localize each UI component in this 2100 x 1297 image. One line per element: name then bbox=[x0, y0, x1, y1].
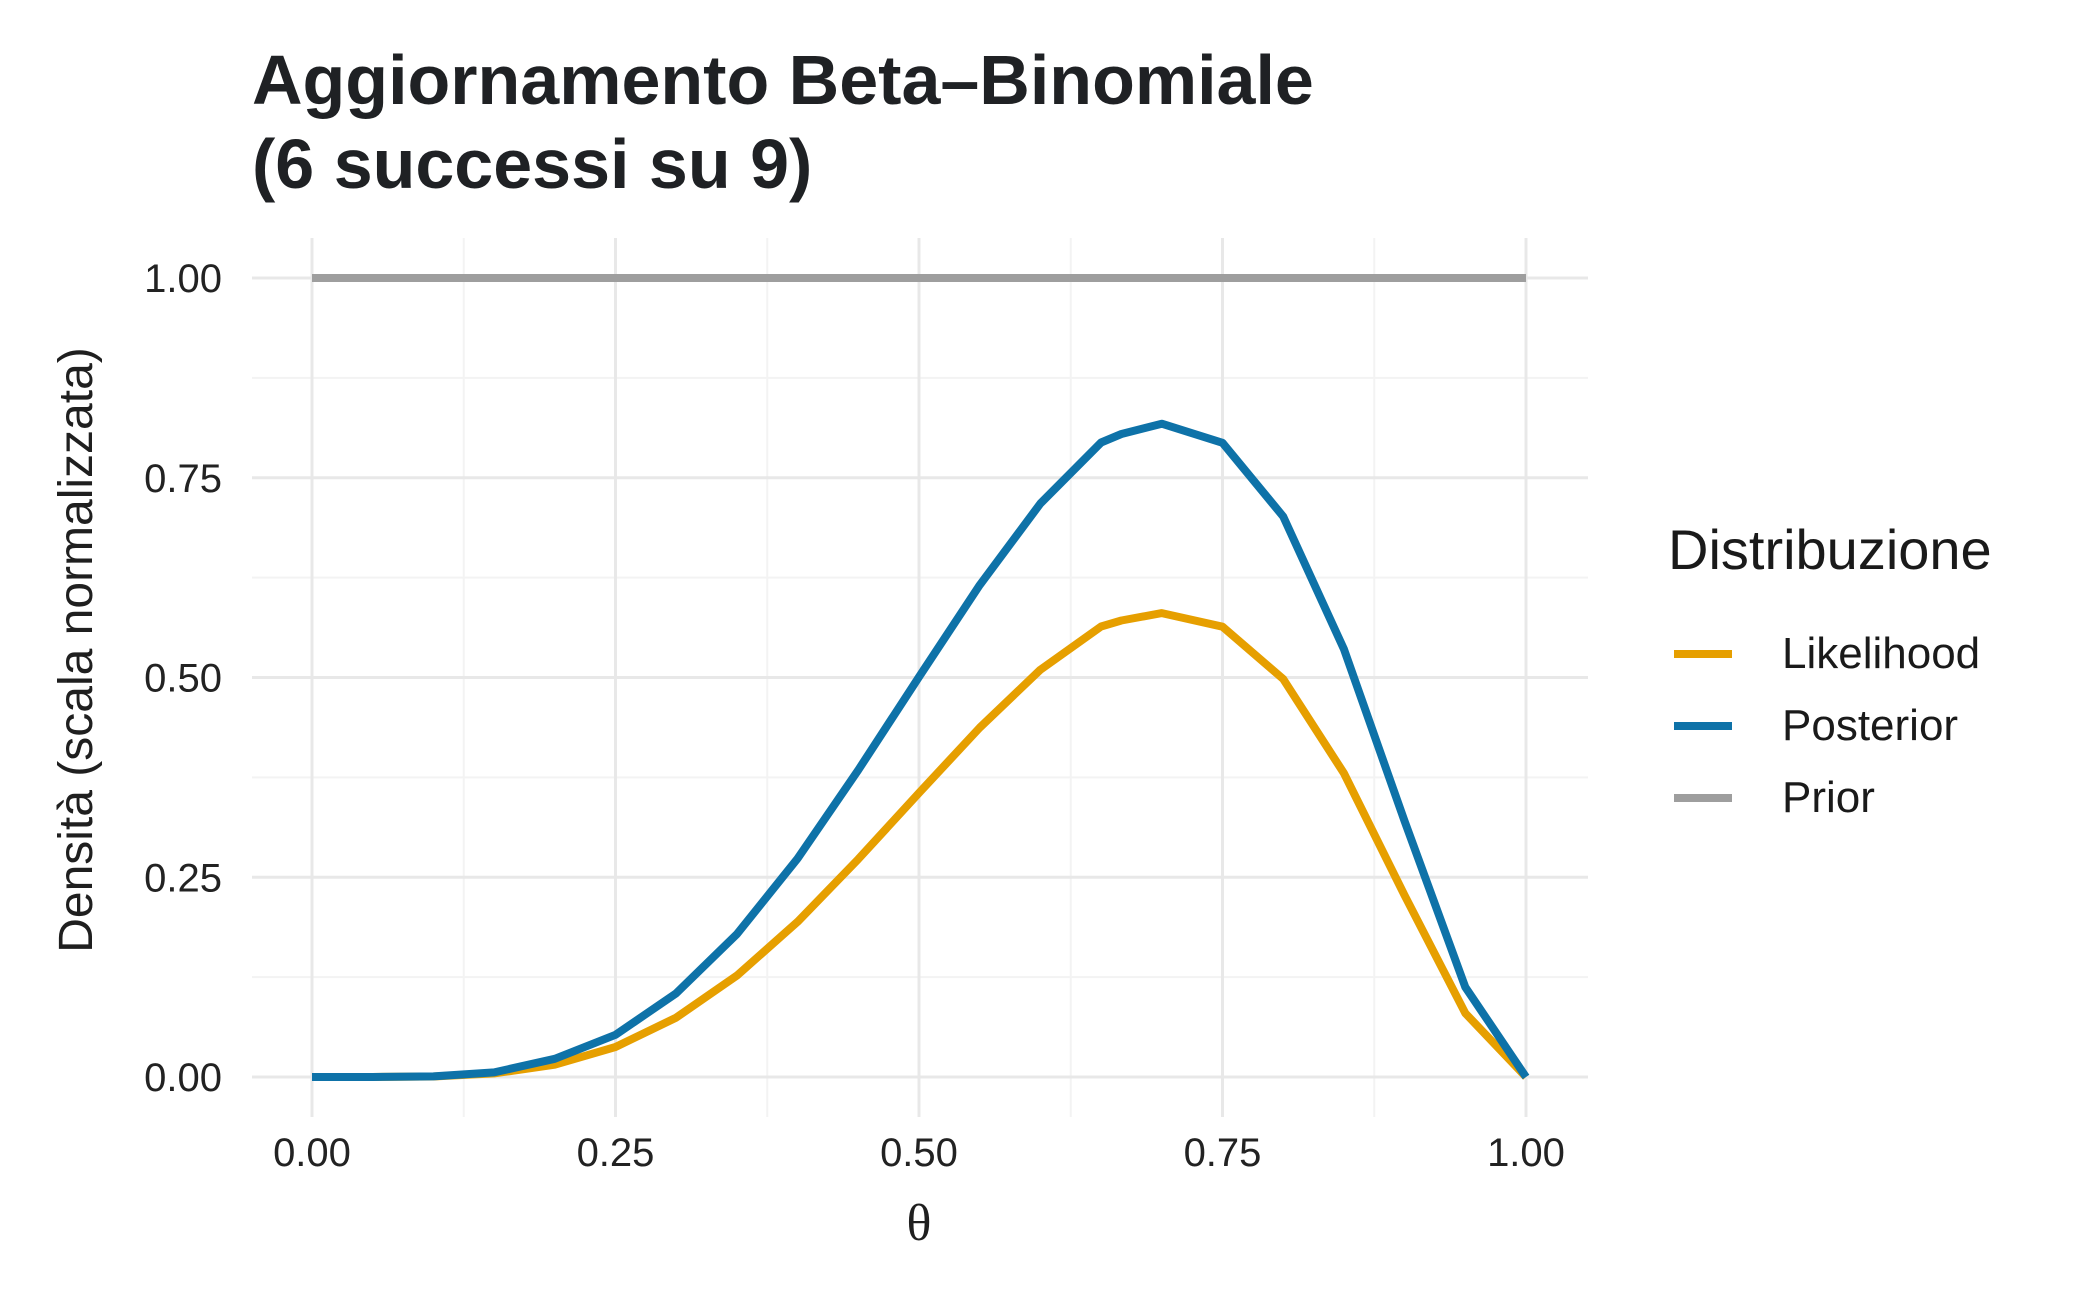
legend-key-likelihood bbox=[1674, 650, 1732, 658]
legend-label: Likelihood bbox=[1782, 629, 1981, 678]
y-tick-label: 0.50 bbox=[144, 657, 222, 701]
legend-item-prior: Prior bbox=[1668, 762, 1992, 834]
x-tick-label: 0.25 bbox=[577, 1131, 655, 1175]
y-tick-label: 0.00 bbox=[144, 1056, 222, 1100]
legend-item-posterior: Posterior bbox=[1668, 690, 1992, 762]
legend-key-posterior bbox=[1674, 722, 1732, 730]
y-tick-label: 1.00 bbox=[144, 257, 222, 301]
x-tick-label: 1.00 bbox=[1487, 1131, 1565, 1175]
legend-key-prior bbox=[1674, 794, 1732, 802]
x-tick-label: 0.00 bbox=[273, 1131, 351, 1175]
x-tick-label: 0.50 bbox=[880, 1131, 958, 1175]
legend-label: Posterior bbox=[1782, 701, 1959, 750]
x-axis-title: θ bbox=[907, 1195, 932, 1252]
grid bbox=[252, 238, 1588, 1117]
chart-title: Aggiornamento Beta–Binomiale (6 successi… bbox=[252, 38, 1314, 206]
series-lines bbox=[312, 274, 1530, 1081]
x-tick-label: 0.75 bbox=[1184, 1131, 1262, 1175]
legend-item-likelihood: Likelihood bbox=[1668, 618, 1992, 690]
y-tick-label: 0.25 bbox=[144, 856, 222, 900]
chart-title-line-2: (6 successi su 9) bbox=[252, 125, 813, 203]
legend-title: Distribuzione bbox=[1668, 518, 1992, 581]
series-line-posterior bbox=[312, 419, 1530, 1081]
y-axis-title: Densità (scala normalizzata) bbox=[50, 347, 103, 953]
chart-title-line-1: Aggiornamento Beta–Binomiale bbox=[252, 41, 1314, 119]
legend-label: Prior bbox=[1782, 773, 1875, 822]
y-tick-label: 0.75 bbox=[144, 457, 222, 501]
legend-items: Likelihood Posterior Prior bbox=[1668, 618, 1992, 834]
legend: Distribuzione Likelihood Posterior Prior bbox=[1668, 510, 1992, 834]
tick-labels: 0.00 0.25 0.50 0.75 1.00 0.00 0.25 0.50 0.75 1.00 bbox=[144, 257, 1565, 1175]
